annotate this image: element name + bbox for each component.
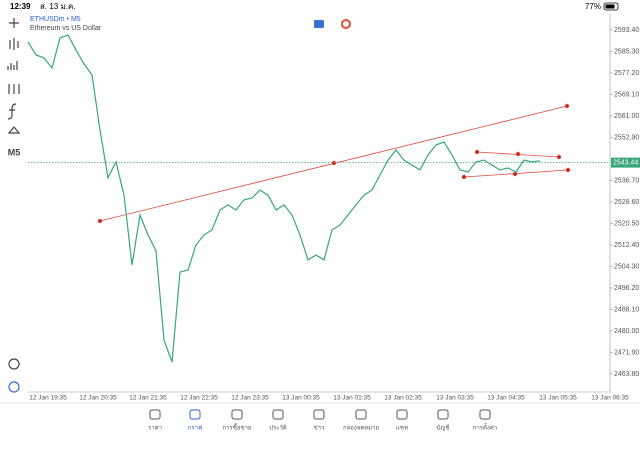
status-date: ส. 13 ม.ค. (40, 2, 76, 11)
y-tick-label: 2496.20 (614, 285, 639, 292)
symbol-description: Ethereum vs US Dollar (30, 25, 102, 32)
y-tick-label: 2512.40 (614, 242, 639, 249)
y-tick-label: 2585.30 (614, 48, 639, 55)
x-tick-label: 12 Jan 23:35 (231, 395, 269, 402)
y-tick-label: 2528.60 (614, 199, 639, 206)
x-tick-label: 13 Jan 06:35 (591, 395, 629, 402)
nav-label[interactable]: การตั้งค่า (473, 422, 497, 432)
y-tick-label: 2561.00 (614, 113, 639, 120)
nav-icon (355, 409, 367, 420)
x-tick-label: 13 Jan 03:35 (436, 395, 474, 402)
nav-label[interactable]: กราฟ (188, 425, 202, 432)
trendline-anchor[interactable] (461, 174, 467, 180)
toolbar (7, 18, 21, 393)
x-tick-label: 13 Jan 00:35 (282, 395, 320, 402)
one-click-icon[interactable] (314, 20, 324, 28)
nav-label[interactable]: ประวัติ (269, 425, 287, 432)
nav-icon (231, 409, 243, 420)
y-tick-label: 2471.90 (614, 349, 639, 356)
trendline-anchor[interactable] (565, 167, 571, 173)
function-tool[interactable] (7, 103, 17, 120)
trendline-anchor[interactable] (331, 160, 337, 166)
nav-icon (396, 409, 408, 420)
trendlines (97, 103, 571, 224)
battery-icon (603, 2, 619, 11)
y-tick-label: 2488.10 (614, 306, 639, 313)
current-price-box (611, 157, 640, 168)
nav-icon (437, 409, 449, 420)
bottom-nav: ราคา กราฟ การซื้อขาย ประวัติ ข่าว กล่องจดหมาย… (148, 409, 497, 432)
alert-tool[interactable] (8, 358, 20, 370)
x-tick-label: 13 Jan 04:35 (487, 395, 525, 402)
y-tick-label: 2504.30 (614, 263, 639, 270)
x-tick-label: 12 Jan 20:35 (79, 395, 117, 402)
trendline-anchor[interactable] (564, 103, 570, 109)
y-tick-label: 2593.40 (614, 27, 639, 34)
trendline-anchor[interactable] (556, 154, 562, 160)
y-tick-label: 2569.10 (614, 91, 639, 98)
x-tick-label: 12 Jan 21:35 (129, 395, 167, 402)
x-tick-label: 13 Jan 05:35 (539, 395, 577, 402)
nav-icon (479, 409, 491, 420)
nav-icon (189, 409, 201, 420)
y-tick-label: 2463.80 (614, 371, 639, 378)
connection-icon[interactable] (341, 19, 351, 29)
settings-tool[interactable] (8, 84, 20, 94)
y-tick-label: 2552.90 (614, 134, 639, 141)
battery-level (605, 4, 615, 9)
nav-label[interactable]: แชท (396, 425, 408, 432)
y-tick-label: 2520.50 (614, 220, 639, 227)
nav-label[interactable]: ราคา (148, 425, 162, 432)
status-battery: 77% (585, 2, 601, 11)
trade-tool[interactable] (8, 381, 20, 393)
x-tick-label: 12 Jan 19:35 (29, 395, 67, 402)
symbol: ETHUSDm • M5 (30, 16, 81, 23)
trendline-anchor[interactable] (512, 171, 518, 177)
current-price-label: 2543.44 (613, 159, 638, 166)
chart-type-tool[interactable] (9, 38, 19, 50)
y-tick-label: 2577.20 (614, 70, 639, 77)
timeframe-button[interactable]: M5 (8, 147, 21, 157)
x-tick-label: 13 Jan 01:35 (333, 395, 371, 402)
trendline-anchor[interactable] (474, 149, 480, 155)
crosshair-tool[interactable] (9, 18, 19, 28)
trendline-anchor[interactable] (97, 218, 103, 224)
nav-label[interactable]: บัญชี (437, 424, 450, 432)
y-tick-label: 2480.00 (614, 328, 639, 335)
trendline-anchor[interactable] (515, 151, 521, 157)
nav-label[interactable]: การซื้อขาย (223, 422, 252, 432)
nav-label[interactable]: กล่องจดหมาย (343, 425, 379, 432)
x-tick-label: 12 Jan 22:35 (180, 395, 218, 402)
nav-icon (313, 409, 325, 420)
nav-icon (149, 409, 161, 420)
nav-label[interactable]: ข่าว (314, 425, 325, 432)
x-tick-label: 13 Jan 02:35 (384, 395, 422, 402)
indicators-tool[interactable] (7, 61, 18, 70)
status-time: 12:39 (10, 2, 31, 11)
price-line (27, 34, 541, 363)
objects-tool[interactable] (7, 126, 21, 134)
y-tick-label: 2536.70 (614, 177, 639, 184)
nav-icon (272, 409, 284, 420)
